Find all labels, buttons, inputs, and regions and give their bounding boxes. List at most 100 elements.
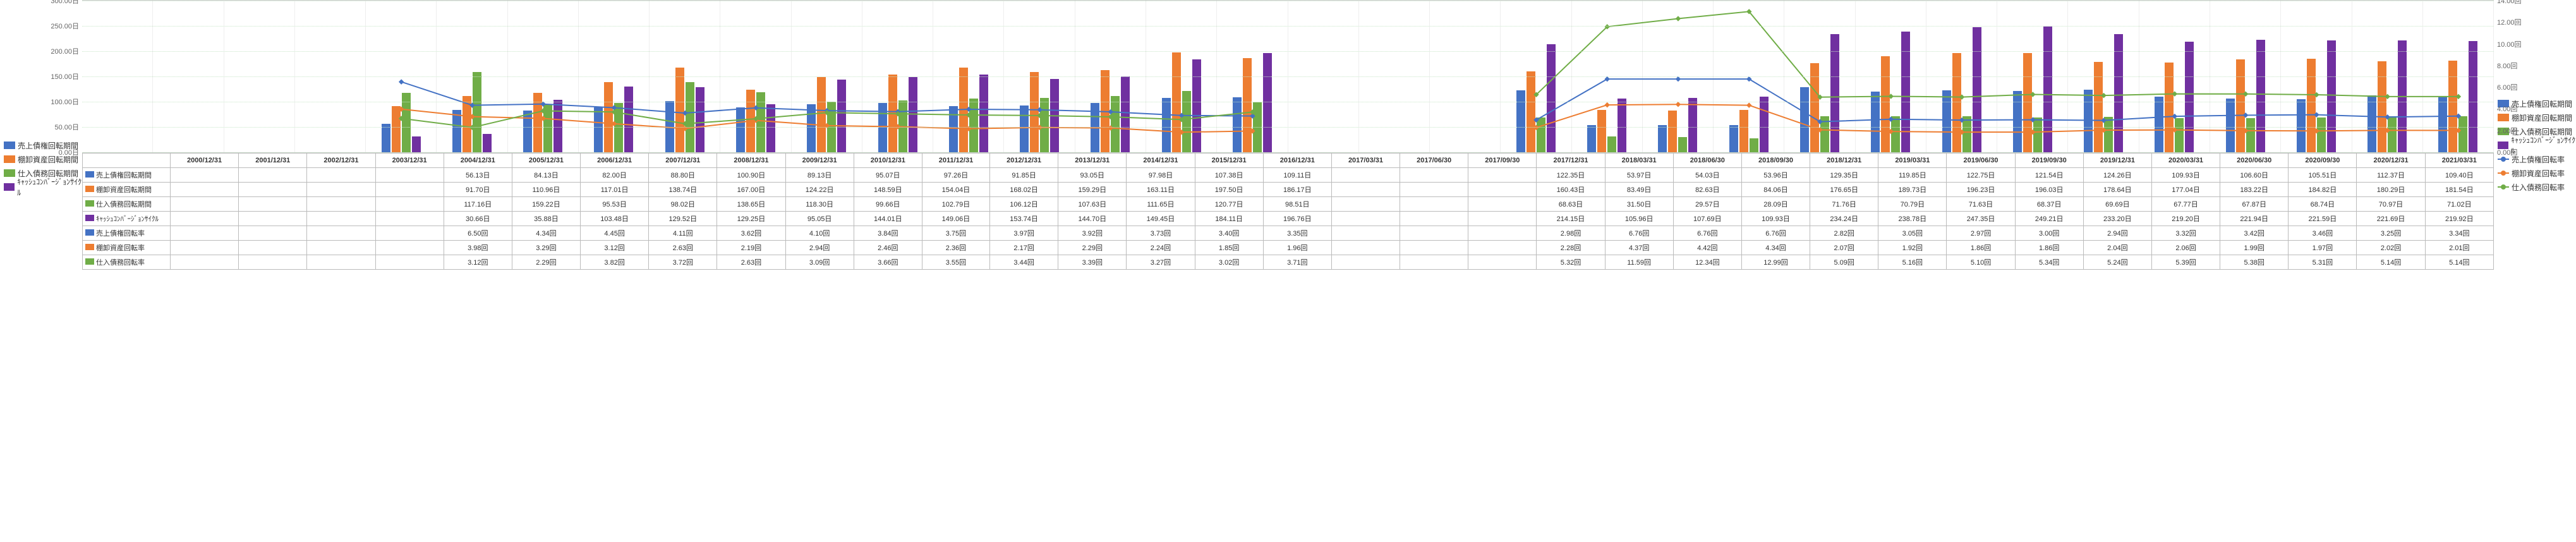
data-cell: 53.96日 bbox=[1741, 168, 1810, 183]
data-cell: 2.63回 bbox=[717, 255, 785, 270]
bar-m1 bbox=[2367, 95, 2376, 152]
data-cell: 100.90日 bbox=[717, 168, 785, 183]
period-header: 2013/12/31 bbox=[1058, 154, 1127, 168]
bar-m1 bbox=[878, 103, 887, 152]
data-cell: 91.70日 bbox=[444, 183, 512, 197]
data-cell: 167.00日 bbox=[717, 183, 785, 197]
data-cell: 71.02日 bbox=[2425, 197, 2493, 212]
data-cell: 196.23日 bbox=[1947, 183, 2015, 197]
bar-m4 bbox=[1760, 97, 1769, 152]
period-header: 2019/12/31 bbox=[2083, 154, 2151, 168]
bar-m3 bbox=[1040, 98, 1049, 152]
period-header: 2007/12/31 bbox=[649, 154, 717, 168]
data-cell bbox=[307, 168, 375, 183]
data-cell: 2.97回 bbox=[1947, 226, 2015, 241]
data-cell: 5.10回 bbox=[1947, 255, 2015, 270]
data-cell: 2.29回 bbox=[512, 255, 580, 270]
data-cell: 71.76日 bbox=[1810, 197, 1878, 212]
bar-m3 bbox=[1962, 116, 1971, 152]
bar-m2 bbox=[675, 68, 684, 152]
bar-m4 bbox=[412, 136, 421, 152]
data-cell: 3.97回 bbox=[990, 226, 1058, 241]
data-cell: 2.63回 bbox=[649, 241, 717, 255]
bar-m3 bbox=[2317, 117, 2326, 152]
data-cell: 1.99回 bbox=[2220, 241, 2289, 255]
data-cell: 29.57日 bbox=[1673, 197, 1741, 212]
bar-m1 bbox=[736, 107, 745, 152]
bar-m2 bbox=[1668, 111, 1677, 152]
data-cell: 124.22日 bbox=[785, 183, 854, 197]
data-cell: 112.37日 bbox=[2357, 168, 2425, 183]
bar-m4 bbox=[766, 104, 775, 152]
data-cell: 1.92回 bbox=[1878, 241, 1947, 255]
legend-m4: ｷｬｯｼｭｺﾝﾊﾞｰｼﾞｮﾝｻｲｸﾙ bbox=[0, 180, 82, 194]
data-cell bbox=[239, 226, 307, 241]
bar-m2 bbox=[817, 77, 826, 152]
data-cell bbox=[239, 183, 307, 197]
data-cell: 2.98回 bbox=[1537, 226, 1605, 241]
period-header: 2017/12/31 bbox=[1537, 154, 1605, 168]
data-cell: 99.66日 bbox=[854, 197, 922, 212]
bar-m3 bbox=[2246, 118, 2255, 152]
data-cell: 106.60日 bbox=[2220, 168, 2289, 183]
bar-m4 bbox=[2398, 40, 2407, 152]
data-cell: 70.97日 bbox=[2357, 197, 2425, 212]
data-cell: 84.06日 bbox=[1741, 183, 1810, 197]
data-cell: 109.11日 bbox=[1263, 168, 1331, 183]
data-cell bbox=[1468, 255, 1537, 270]
data-cell: 30.66日 bbox=[444, 212, 512, 226]
data-cell: 3.34回 bbox=[2425, 226, 2493, 241]
data-cell: 120.77日 bbox=[1195, 197, 1263, 212]
data-cell: 53.97日 bbox=[1605, 168, 1673, 183]
data-cell: 102.79日 bbox=[922, 197, 989, 212]
data-cell: 1.86回 bbox=[2015, 241, 2083, 255]
bar-m3 bbox=[1891, 116, 1900, 152]
bar-m3 bbox=[969, 99, 978, 152]
period-header: 2006/12/31 bbox=[581, 154, 649, 168]
period-header: 2020/12/31 bbox=[2357, 154, 2425, 168]
data-cell: 6.50回 bbox=[444, 226, 512, 241]
data-cell bbox=[239, 197, 307, 212]
data-cell: 3.09回 bbox=[785, 255, 854, 270]
bar-m2 bbox=[959, 68, 968, 152]
legend-l3: 仕入債務回転率 bbox=[2494, 180, 2576, 194]
data-cell: 149.45日 bbox=[1127, 212, 1195, 226]
data-cell: 153.74日 bbox=[990, 212, 1058, 226]
period-header: 2004/12/31 bbox=[444, 154, 512, 168]
bar-m4 bbox=[1901, 32, 1910, 152]
data-cell bbox=[1331, 168, 1400, 183]
data-cell: 247.35日 bbox=[1947, 212, 2015, 226]
bar-m3 bbox=[1537, 117, 1545, 152]
data-cell: 5.32回 bbox=[1537, 255, 1605, 270]
bar-m4 bbox=[624, 87, 633, 152]
bar-m4 bbox=[1263, 53, 1272, 152]
data-cell bbox=[171, 212, 239, 226]
data-cell: 5.14回 bbox=[2425, 255, 2493, 270]
data-cell: 5.09回 bbox=[1810, 255, 1878, 270]
data-cell: 6.76回 bbox=[1605, 226, 1673, 241]
period-header: 2011/12/31 bbox=[922, 154, 989, 168]
data-cell bbox=[171, 226, 239, 241]
period-header: 2016/12/31 bbox=[1263, 154, 1331, 168]
period-header: 2018/06/30 bbox=[1673, 154, 1741, 168]
data-cell bbox=[171, 255, 239, 270]
data-cell: 3.75回 bbox=[922, 226, 989, 241]
data-cell: 3.73回 bbox=[1127, 226, 1195, 241]
data-cell: 103.48日 bbox=[581, 212, 649, 226]
data-cell bbox=[375, 197, 444, 212]
bar-m1 bbox=[1658, 125, 1667, 152]
data-cell: 117.16日 bbox=[444, 197, 512, 212]
data-cell: 4.37回 bbox=[1605, 241, 1673, 255]
data-cell: 83.49日 bbox=[1605, 183, 1673, 197]
data-cell: 70.79日 bbox=[1878, 197, 1947, 212]
data-cell: 89.13日 bbox=[785, 168, 854, 183]
data-cell: 233.20日 bbox=[2083, 212, 2151, 226]
data-cell: 3.25回 bbox=[2357, 226, 2425, 241]
bar-m3 bbox=[1750, 138, 1758, 152]
bar-m4 bbox=[483, 134, 492, 152]
data-cell bbox=[1468, 212, 1537, 226]
data-cell: 68.37日 bbox=[2015, 197, 2083, 212]
data-cell bbox=[1331, 255, 1400, 270]
data-cell: 160.43日 bbox=[1537, 183, 1605, 197]
data-cell: 2.36回 bbox=[922, 241, 989, 255]
